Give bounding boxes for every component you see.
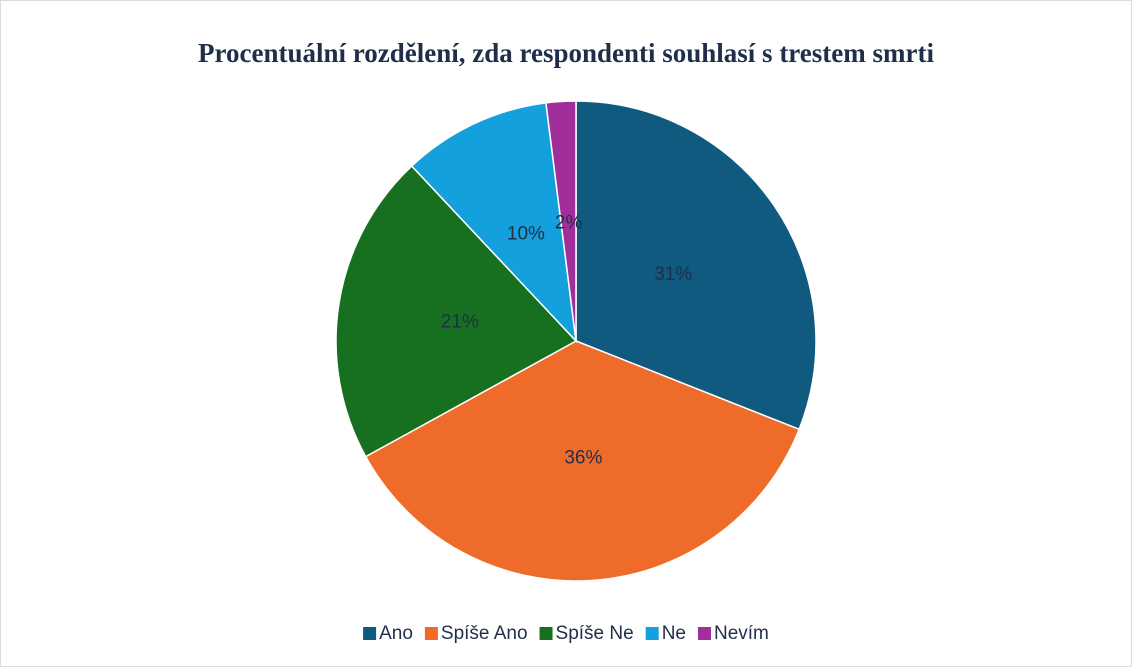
data-label: 31% bbox=[654, 264, 692, 285]
legend-label: Spíše Ne bbox=[556, 623, 634, 644]
data-label: 21% bbox=[441, 312, 479, 333]
legend-swatch bbox=[539, 627, 553, 640]
legend-label: Spíše Ano bbox=[441, 623, 528, 644]
legend-label: Ne bbox=[662, 623, 686, 644]
pie-slice bbox=[545, 100, 577, 342]
legend-label: Nevím bbox=[714, 623, 769, 644]
legend-swatch bbox=[363, 627, 377, 640]
legend-label: Ano bbox=[379, 623, 413, 644]
pie-slice bbox=[410, 102, 578, 344]
data-label: 36% bbox=[564, 447, 602, 468]
legend-swatch bbox=[424, 627, 438, 640]
chart-title: Procentuální rozdělení, zda respondenti … bbox=[198, 38, 934, 68]
legend-swatch bbox=[697, 627, 711, 640]
pie-slice bbox=[335, 164, 578, 458]
pie-slice bbox=[364, 340, 801, 582]
pie-slice bbox=[575, 100, 817, 431]
data-label: 10% bbox=[507, 224, 545, 245]
data-label: 2% bbox=[555, 213, 583, 234]
legend-swatch bbox=[645, 627, 659, 640]
